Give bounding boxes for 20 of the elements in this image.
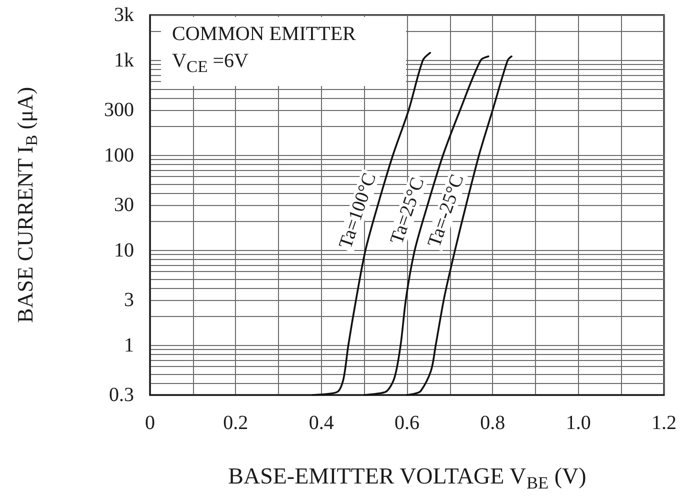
annotation: COMMON EMITTER: [172, 22, 356, 44]
y-tick-label: 10: [114, 239, 134, 262]
y-tick-label: 0.3: [109, 384, 134, 406]
x-tick-label: 1.2: [652, 412, 676, 434]
note-box: COMMON EMITTER V$_{CE}$ =6V: [161, 16, 406, 86]
y-tick-label: 3: [124, 289, 134, 311]
x-tick-label: 0.6: [394, 412, 420, 434]
y-tick-label: 100: [104, 144, 134, 166]
y-tick-label: 300: [104, 99, 134, 121]
annotation: V$_{CE}$ =6V: [172, 50, 248, 76]
x-tick-label: 0.2: [223, 412, 248, 434]
y-tick-label: 1: [124, 334, 134, 356]
x-tick-label: 0: [145, 412, 155, 434]
x-tick-label: 0.4: [308, 412, 334, 434]
y-tick-label: 3k: [114, 4, 134, 26]
x-tick-label: 1.0: [566, 412, 591, 434]
y-axis-title: BASE CURRENT IB (μA): [12, 86, 41, 323]
y-tick-label: 30: [114, 194, 134, 216]
y-tick-label: 1k: [114, 49, 134, 72]
x-tick-label: 0.8: [480, 412, 506, 434]
